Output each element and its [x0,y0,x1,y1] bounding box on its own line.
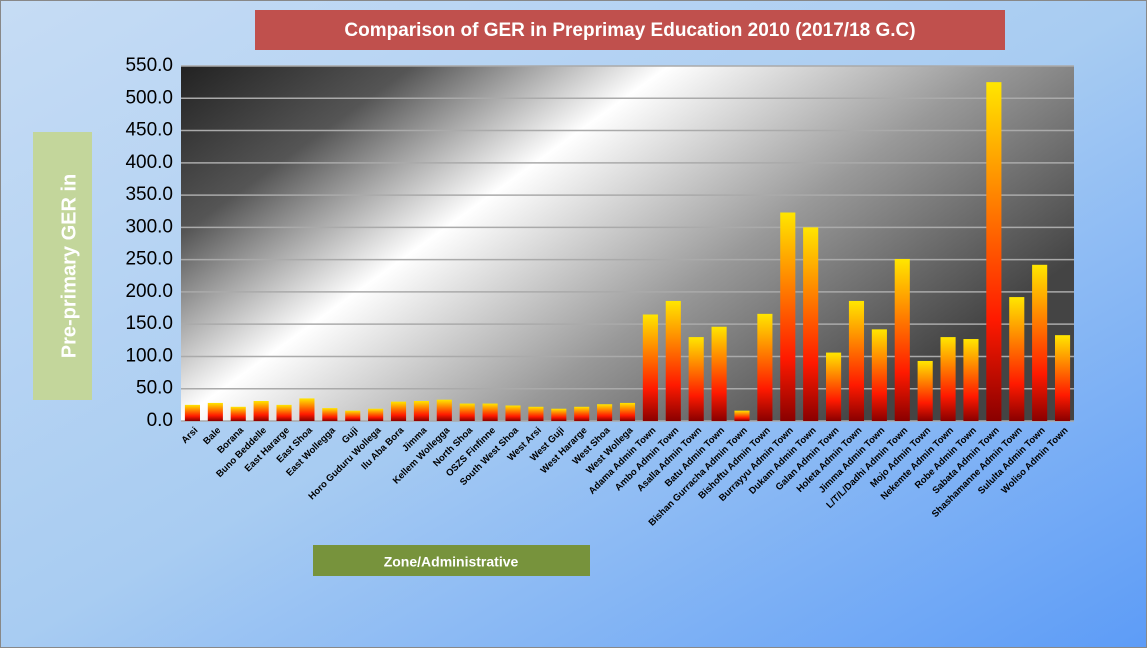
y-tick-label: 50.0 [136,378,173,399]
y-tick-label: 100.0 [125,345,173,366]
y-tick-label: 500.0 [125,87,173,108]
bar [940,337,956,421]
bar [917,360,933,421]
bar [207,402,223,421]
y-tick-label: 400.0 [125,152,173,173]
bar [986,82,1002,422]
bar [871,329,887,421]
bar [368,408,384,421]
bar [780,212,796,421]
y-tick-label: 250.0 [125,249,173,270]
bar [619,402,636,421]
y-tick-label: 450.0 [125,120,173,141]
title-box [255,10,1005,50]
chart-title: Comparison of GER in Preprimay Education… [344,20,915,41]
plot-area [181,66,1074,421]
bar [551,408,567,421]
bar [322,408,338,421]
bar [711,326,727,421]
bar [574,406,590,421]
y-tick-label: 300.0 [125,216,173,237]
bar [803,227,819,421]
bar [184,404,201,421]
bar [230,406,246,421]
bar [528,406,544,421]
bar [1009,297,1025,421]
bar [963,339,979,421]
x-axis-label: Zone/Administrative [384,554,519,570]
y-tick-label: 150.0 [125,313,173,334]
bar [597,404,613,421]
bar [482,403,498,421]
bar [276,404,292,421]
x-label-box [313,545,590,576]
bar [757,313,773,421]
bar [665,300,681,421]
bar [1032,264,1048,421]
y-axis-label: Pre-primary GER in [58,174,80,359]
bar [642,314,658,421]
bar [436,399,452,421]
bar [505,405,521,421]
bar [459,403,475,421]
bar [894,258,910,421]
y-tick-label: 550.0 [125,55,173,76]
bar [299,398,315,421]
bar [1054,335,1071,421]
bar [253,400,269,421]
bar [688,337,704,421]
bar [345,410,361,421]
bar [390,401,407,421]
bar [734,410,750,421]
bar [826,352,842,421]
y-tick-label: 0.0 [147,410,173,431]
y-label-box [33,132,92,400]
y-tick-label: 350.0 [125,184,173,205]
bar [413,400,429,421]
y-tick-label: 200.0 [125,281,173,302]
bar [848,300,865,421]
